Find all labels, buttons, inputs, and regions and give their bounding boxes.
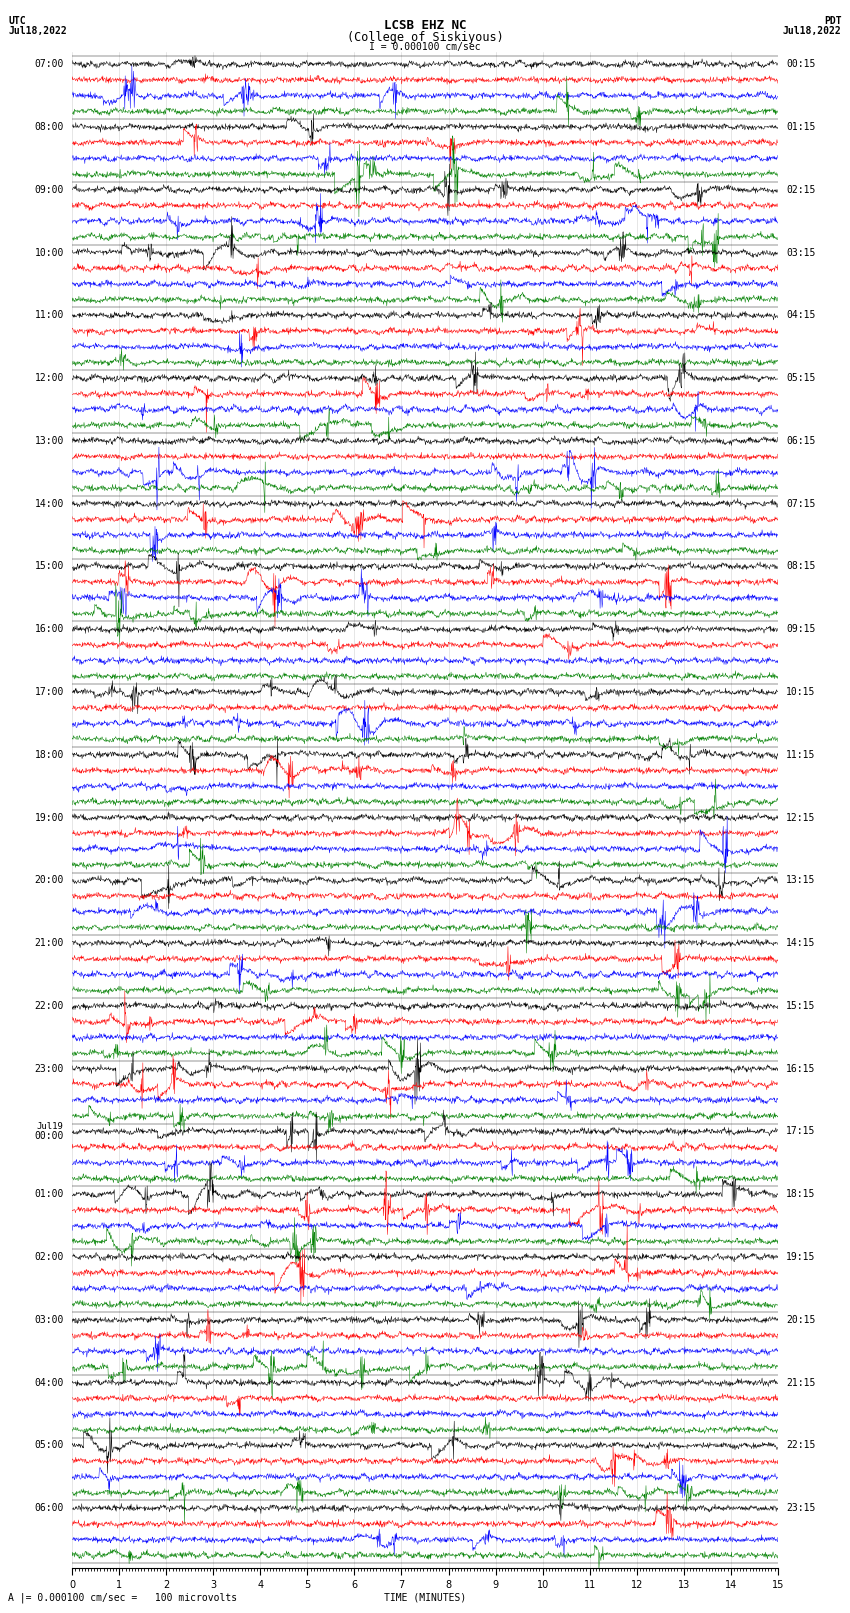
Text: 19:15: 19:15 (786, 1252, 816, 1261)
Text: 09:00: 09:00 (34, 185, 64, 195)
Text: 03:15: 03:15 (786, 247, 816, 258)
Text: 13:15: 13:15 (786, 876, 816, 886)
Text: 06:15: 06:15 (786, 436, 816, 445)
Text: 23:00: 23:00 (34, 1063, 64, 1074)
Text: 12:00: 12:00 (34, 373, 64, 384)
Text: 17:15: 17:15 (786, 1126, 816, 1137)
Text: 05:00: 05:00 (34, 1440, 64, 1450)
Text: 09:15: 09:15 (786, 624, 816, 634)
Text: 21:00: 21:00 (34, 939, 64, 948)
Text: 03:00: 03:00 (34, 1315, 64, 1324)
Text: 19:00: 19:00 (34, 813, 64, 823)
Text: 15:00: 15:00 (34, 561, 64, 571)
Text: 15:15: 15:15 (786, 1002, 816, 1011)
Text: 22:15: 22:15 (786, 1440, 816, 1450)
Text: (College of Siskiyous): (College of Siskiyous) (347, 31, 503, 44)
Text: 01:00: 01:00 (34, 1189, 64, 1200)
Text: 16:15: 16:15 (786, 1063, 816, 1074)
Text: PDT: PDT (824, 16, 842, 26)
Text: 21:15: 21:15 (786, 1378, 816, 1387)
Text: 02:00: 02:00 (34, 1252, 64, 1261)
Text: Jul19: Jul19 (37, 1123, 64, 1131)
Text: 16:00: 16:00 (34, 624, 64, 634)
Text: 18:00: 18:00 (34, 750, 64, 760)
Text: 10:00: 10:00 (34, 247, 64, 258)
Text: 07:15: 07:15 (786, 498, 816, 508)
Text: 23:15: 23:15 (786, 1503, 816, 1513)
Text: Jul18,2022: Jul18,2022 (8, 26, 67, 35)
Text: 04:15: 04:15 (786, 310, 816, 321)
Text: Jul18,2022: Jul18,2022 (783, 26, 842, 35)
Text: LCSB EHZ NC: LCSB EHZ NC (383, 19, 467, 32)
Text: 10:15: 10:15 (786, 687, 816, 697)
Text: 14:00: 14:00 (34, 498, 64, 508)
Text: 11:15: 11:15 (786, 750, 816, 760)
Text: UTC: UTC (8, 16, 26, 26)
Text: I = 0.000100 cm/sec: I = 0.000100 cm/sec (369, 42, 481, 52)
Text: 13:00: 13:00 (34, 436, 64, 445)
Text: 01:15: 01:15 (786, 123, 816, 132)
Text: 02:15: 02:15 (786, 185, 816, 195)
Text: 18:15: 18:15 (786, 1189, 816, 1200)
Text: 07:00: 07:00 (34, 60, 64, 69)
Text: 20:00: 20:00 (34, 876, 64, 886)
Text: 17:00: 17:00 (34, 687, 64, 697)
Text: 05:15: 05:15 (786, 373, 816, 384)
Text: 22:00: 22:00 (34, 1002, 64, 1011)
Text: 08:15: 08:15 (786, 561, 816, 571)
Text: 08:00: 08:00 (34, 123, 64, 132)
Text: 06:00: 06:00 (34, 1503, 64, 1513)
Text: 11:00: 11:00 (34, 310, 64, 321)
Text: 04:00: 04:00 (34, 1378, 64, 1387)
X-axis label: TIME (MINUTES): TIME (MINUTES) (384, 1592, 466, 1602)
Text: 00:15: 00:15 (786, 60, 816, 69)
Text: 14:15: 14:15 (786, 939, 816, 948)
Text: 00:00: 00:00 (34, 1131, 64, 1142)
Text: A |= 0.000100 cm/sec =   100 microvolts: A |= 0.000100 cm/sec = 100 microvolts (8, 1592, 238, 1603)
Text: 20:15: 20:15 (786, 1315, 816, 1324)
Text: 12:15: 12:15 (786, 813, 816, 823)
